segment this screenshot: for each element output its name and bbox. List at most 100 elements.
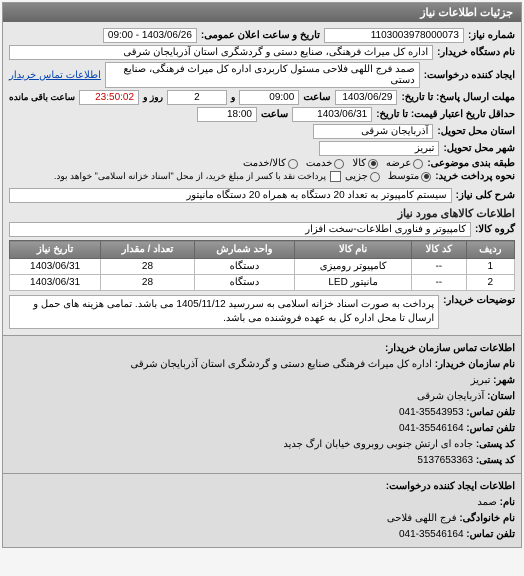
tabaghe-radio-label: کالا/خدمت <box>243 158 286 169</box>
contact2-line: تلفن تماس: 35546164-041 <box>9 527 515 542</box>
tozihat-label: توضیحات خریدار: <box>443 295 515 306</box>
row-goroh: گروه کالا: کامپیوتر و فناوری اطلاعات-سخت… <box>9 222 515 237</box>
nahve-radio-label: متوسط <box>388 171 419 182</box>
contact2-line-label: نام خانوادگی: <box>457 513 515 524</box>
tabaghe-option-2[interactable]: خدمت <box>306 158 345 169</box>
etebar-label: حداقل تاریخ اعتبار قیمت: تا تاریخ: <box>376 109 515 120</box>
details-panel: جزئیات اطلاعات نیاز شماره نیاز: 11030039… <box>2 2 522 548</box>
contact1-line: شهر: تبریز <box>9 373 515 388</box>
nahve-option-1[interactable]: جزیی <box>345 171 380 182</box>
sharh-value: سیستم کامپیوتر به تعداد 20 دستگاه به همر… <box>9 188 452 203</box>
contact1-line: نام سازمان خریدار: اداره کل میراث فرهنگی… <box>9 357 515 372</box>
nahve-radio-icon <box>421 172 431 182</box>
contact2-title: اطلاعات ایجاد کننده درخواست: <box>386 481 515 492</box>
nahve-radio-group: متوسط جزیی <box>345 171 431 182</box>
contact1-line-label: کد پستی: <box>473 455 515 466</box>
table-cell: -- <box>412 275 466 291</box>
row-shomare-niaz: شماره نیاز: 1103003978000073 تاریخ و ساع… <box>9 28 515 43</box>
contact1-line: کد پستی: جاده ای ارتش جنوبی روبروی خیابا… <box>9 437 515 452</box>
nahve-radio-label: جزیی <box>345 171 368 182</box>
items-table: ردیفکد کالانام کالاواحد شمارشتعداد / مقد… <box>9 240 515 291</box>
tabaghe-radio-icon <box>413 159 423 169</box>
tabaghe-option-1[interactable]: کالا <box>352 158 378 169</box>
table-header: تعداد / مقدار <box>101 241 195 259</box>
table-cell: 1 <box>466 259 514 275</box>
contact1-line-value: تبریز <box>471 375 491 386</box>
table-row: 2--مانیتور LEDدستگاه281403/06/31 <box>10 275 515 291</box>
contact1-line: استان: آذربایجان شرقی <box>9 389 515 404</box>
table-cell: دستگاه <box>194 275 294 291</box>
baghi-days: 2 <box>167 90 227 105</box>
shahr-label: شهر محل تحویل: <box>443 143 515 154</box>
sharh-label: شرح کلی نیاز: <box>456 190 515 201</box>
contact2-line-value: صمد <box>477 497 497 508</box>
row-tabaghe: طبقه بندی موضوعی: عرضه کالا خدمت کالا/خدمت <box>9 158 515 169</box>
nahve-radio-icon <box>370 172 380 182</box>
goroh-label: گروه کالا: <box>475 224 515 235</box>
contact1-line-label: شهر: <box>490 375 515 386</box>
etebar-saat: 18:00 <box>197 107 257 122</box>
row-ostan: استان محل تحویل: آذربایجان شرقی <box>9 124 515 139</box>
ostan-label: استان محل تحویل: <box>437 126 515 137</box>
etebar-date: 1403/06/31 <box>292 107 372 122</box>
tabaghe-radio-label: خدمت <box>306 158 333 169</box>
baghi-2: روز و <box>143 92 163 103</box>
table-header: تاریخ نیاز <box>10 241 101 259</box>
row-nam-dastgah: نام دستگاه خریدار: اداره کل میراث فرهنگی… <box>9 45 515 60</box>
contact-requester-block: اطلاعات ایجاد کننده درخواست: نام: صمد نام… <box>3 473 521 547</box>
contact1-line-value: اداره کل میراث فرهنگی صنایع دستی و گردشگ… <box>130 359 431 370</box>
table-header: ردیف <box>466 241 514 259</box>
table-cell: مانیتور LED <box>295 275 412 291</box>
table-cell: -- <box>412 259 466 275</box>
table-header: نام کالا <box>295 241 412 259</box>
row-nahve: نحوه پرداخت خرید: متوسطجزیی پرداخت نقد ب… <box>9 171 515 182</box>
contact2-line-value: 35546164-041 <box>399 529 464 540</box>
tabaghe-radio-group: عرضه کالا خدمت کالا/خدمت <box>243 158 423 169</box>
contact1-line-label: نام سازمان خریدار: <box>432 359 515 370</box>
tabaghe-radio-label: کالا <box>352 158 366 169</box>
shomare-niaz-label: شماره نیاز: <box>468 30 515 41</box>
tozihat-text: پرداخت به صورت اسناد خزانه اسلامی به سرر… <box>9 295 439 329</box>
tarikh-elan-label: تاریخ و ساعت اعلان عمومی: <box>201 30 320 41</box>
table-cell: 2 <box>466 275 514 291</box>
table-cell: کامپیوتر رومیزی <box>295 259 412 275</box>
mohlat-saat: 09:00 <box>239 90 299 105</box>
contact1-line-value: 35546164-041 <box>399 423 464 434</box>
mohlat-date: 1403/06/29 <box>335 90 398 105</box>
nahve-label: نحوه پرداخت خرید: <box>435 171 515 182</box>
contact1-line-value: 5137653363 <box>417 455 473 466</box>
table-row: 1--کامپیوتر رومیزیدستگاه281403/06/31 <box>10 259 515 275</box>
tabaghe-radio-icon <box>368 159 378 169</box>
nam-dastgah-label: نام دستگاه خریدار: <box>437 47 515 58</box>
tamas-link[interactable]: اطلاعات تماس خریدار <box>9 70 101 81</box>
table-cell: 1403/06/31 <box>10 259 101 275</box>
mohlat-label: مهلت ارسال پاسخ: تا تاریخ: <box>401 92 515 103</box>
table-cell: 28 <box>101 275 195 291</box>
mohlat-saat-label: ساعت <box>303 92 330 103</box>
ijad-konande-label: ایجاد کننده درخواست: <box>424 70 515 81</box>
row-etebar: حداقل تاریخ اعتبار قیمت: تا تاریخ: 1403/… <box>9 107 515 122</box>
contact1-line-label: تلفن تماس: <box>464 407 515 418</box>
table-cell: دستگاه <box>194 259 294 275</box>
contact2-line-value: فرج اللهی فلاحی <box>387 513 457 524</box>
table-cell: 1403/06/31 <box>10 275 101 291</box>
contact1-line-label: کد پستی: <box>473 439 515 450</box>
row-mohlat: مهلت ارسال پاسخ: تا تاریخ: 1403/06/29 سا… <box>9 90 515 105</box>
tabaghe-option-0[interactable]: عرضه <box>386 158 423 169</box>
tabaghe-label: طبقه بندی موضوعی: <box>427 158 515 169</box>
nahve-option-0[interactable]: متوسط <box>388 171 431 182</box>
contact2-line: نام: صمد <box>9 495 515 510</box>
tabaghe-radio-icon <box>334 159 344 169</box>
row-shahr: شهر محل تحویل: تبریز <box>9 141 515 156</box>
contact1-title: اطلاعات تماس سازمان خریدار: <box>385 343 515 354</box>
contact-buyer-block: اطلاعات تماس سازمان خریدار: نام سازمان خ… <box>3 335 521 473</box>
contact1-line: کد پستی: 5137653363 <box>9 453 515 468</box>
tabaghe-option-3[interactable]: کالا/خدمت <box>243 158 298 169</box>
shomare-niaz-value: 1103003978000073 <box>324 28 464 43</box>
panel-body: شماره نیاز: 1103003978000073 تاریخ و ساع… <box>3 22 521 335</box>
nam-dastgah-value: اداره کل میراث فرهنگی، صنایع دستی و گردش… <box>9 45 433 60</box>
table-header: واحد شمارش <box>194 241 294 259</box>
baghi-1: و <box>231 92 235 103</box>
nahve-checkbox[interactable] <box>330 171 341 182</box>
goroh-value: کامپیوتر و فناوری اطلاعات-سخت افزار <box>9 222 471 237</box>
